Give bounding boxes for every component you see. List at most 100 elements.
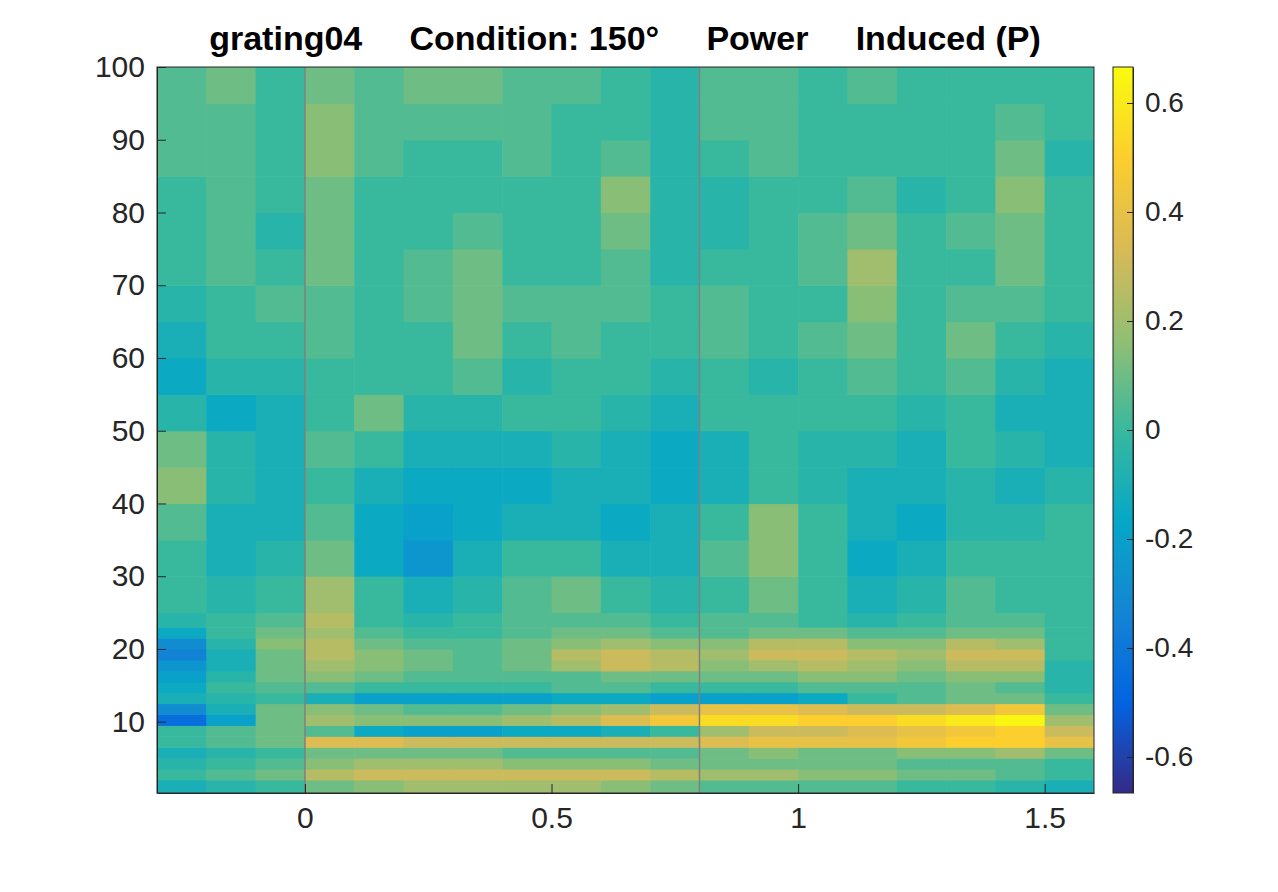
heatmap-cell	[552, 540, 602, 577]
chart: 00.511.5102030405060708090100-0.6-0.4-0.…	[0, 0, 1278, 892]
heatmap-cell	[552, 627, 602, 639]
heatmap-cell	[650, 627, 700, 639]
tick-label: 0.4	[1145, 196, 1184, 227]
heatmap-cell	[601, 682, 651, 694]
y-axis: 102030405060708090100	[95, 50, 166, 793]
tick-mark	[157, 358, 166, 359]
heatmap-cell	[305, 503, 355, 540]
heatmap-cell	[749, 704, 799, 716]
heatmap-cell	[946, 714, 996, 726]
heatmap-cell	[354, 285, 404, 322]
heatmap-cell	[256, 758, 306, 770]
heatmap-cell	[1045, 769, 1094, 781]
heatmap-cell	[897, 747, 947, 759]
heatmap-cell	[847, 627, 897, 639]
heatmap-cell	[699, 758, 749, 770]
heatmap-cell	[601, 693, 651, 705]
heatmap-cell	[847, 736, 897, 748]
tick: -0.2	[1127, 523, 1193, 554]
heatmap-cell	[650, 769, 700, 781]
heatmap-cell	[157, 285, 207, 322]
heatmap-cell	[601, 613, 651, 628]
heatmap-cell	[552, 358, 602, 395]
tick-mark	[798, 784, 799, 793]
heatmap-cell	[404, 67, 454, 104]
heatmap-cell	[404, 693, 454, 705]
heatmap-cell	[256, 714, 306, 726]
heatmap-cell	[749, 769, 799, 781]
heatmap-cell	[453, 714, 503, 726]
heatmap-cell	[650, 431, 700, 468]
heatmap-cell	[749, 140, 799, 177]
heatmap-cell	[1045, 660, 1094, 672]
heatmap-cell	[749, 322, 799, 359]
heatmap-cell	[502, 649, 552, 661]
heatmap-cell	[305, 394, 355, 431]
heatmap-cell	[650, 503, 700, 540]
heatmap-cell	[946, 176, 996, 213]
heatmap-cell	[256, 176, 306, 213]
heatmap-cell	[946, 394, 996, 431]
heatmap-cell	[601, 704, 651, 716]
heatmap-cell	[946, 704, 996, 716]
heatmap-cell	[650, 682, 700, 694]
heatmap-cell	[354, 736, 404, 748]
heatmap-cell	[453, 358, 503, 395]
heatmap-cell	[453, 140, 503, 177]
heatmap-cell	[995, 140, 1045, 177]
heatmap-cell	[206, 693, 256, 705]
tick: 80	[112, 196, 166, 229]
heatmap-cell	[404, 394, 454, 431]
tick-mark	[157, 140, 166, 141]
heatmap-cell	[699, 736, 749, 748]
heatmap-cell	[305, 358, 355, 395]
tick: 1	[790, 784, 807, 834]
tick-label: 30	[112, 559, 145, 592]
heatmap-cell	[502, 682, 552, 694]
heatmap-cell	[453, 67, 503, 104]
heatmap-cell	[256, 725, 306, 737]
heatmap-cell	[404, 660, 454, 672]
heatmap-cell	[946, 103, 996, 140]
heatmap-cell	[552, 682, 602, 694]
heatmap-cell	[699, 704, 749, 716]
tick: 50	[112, 414, 166, 447]
heatmap-cell	[354, 431, 404, 468]
heatmap-cell	[552, 780, 602, 793]
heatmap-cell	[404, 725, 454, 737]
tick-mark	[157, 431, 166, 432]
heatmap-cell	[946, 540, 996, 577]
tick-mark	[1045, 784, 1046, 793]
heatmap-cell	[206, 431, 256, 468]
heatmap-cell	[798, 714, 848, 726]
event-line	[699, 67, 701, 793]
heatmap-cell	[453, 103, 503, 140]
heatmap-cell	[305, 285, 355, 322]
heatmap-cell	[206, 467, 256, 504]
heatmap-cell	[157, 503, 207, 540]
heatmap-cell	[552, 140, 602, 177]
heatmap-cell	[946, 736, 996, 748]
heatmap-cell	[847, 780, 897, 793]
tick-mark	[157, 722, 166, 723]
heatmap-cell	[157, 249, 207, 286]
heatmap-cell	[798, 249, 848, 286]
heatmap-cell	[502, 576, 552, 613]
heatmap-cell	[206, 747, 256, 759]
heatmap-cell	[256, 540, 306, 577]
heatmap-cell	[946, 671, 996, 683]
heatmap-cell	[995, 103, 1045, 140]
heatmap-cell	[897, 660, 947, 672]
heatmap-cell	[256, 671, 306, 683]
heatmap-cell	[157, 682, 207, 694]
heatmap-cell	[995, 540, 1045, 577]
heatmap-cell	[305, 322, 355, 359]
heatmap-cell	[601, 671, 651, 683]
heatmap-cell	[749, 212, 799, 249]
heatmap-cell	[256, 649, 306, 661]
heatmap-cell	[552, 467, 602, 504]
heatmap-cell	[798, 540, 848, 577]
heatmap-cell	[305, 249, 355, 286]
heatmap-cell	[354, 576, 404, 613]
heatmap-cell	[897, 103, 947, 140]
